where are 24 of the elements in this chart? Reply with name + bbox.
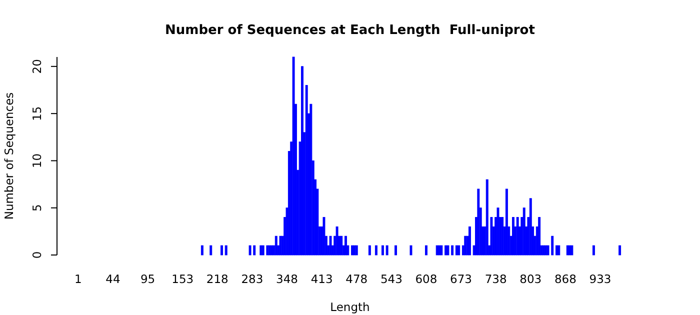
x-tick-label: 478 <box>346 272 368 286</box>
x-tick-label: 738 <box>484 272 507 286</box>
y-tick-label: 20 <box>30 59 44 74</box>
x-tick-label: 803 <box>520 272 542 286</box>
x-tick-label: 283 <box>241 272 264 286</box>
x-tick-label: 868 <box>554 272 576 286</box>
x-tick-label: 95 <box>140 272 156 286</box>
x-tick-label: 153 <box>172 272 194 286</box>
x-tick-label: 348 <box>276 272 298 286</box>
x-tick-label: 44 <box>106 272 120 286</box>
x-tick-label: 933 <box>589 272 612 286</box>
y-axis-title: Number of Sequences <box>2 92 16 220</box>
chart-title: Number of Sequences at Each Length Full-uniprot <box>165 23 535 38</box>
y-tick-label: 15 <box>30 106 44 121</box>
x-tick-label: 218 <box>206 272 228 286</box>
y-tick-label: 0 <box>30 251 44 259</box>
x-tick-label: 1 <box>74 272 82 286</box>
x-tick-label: 608 <box>415 272 438 286</box>
x-tick-label: 413 <box>310 272 333 286</box>
x-axis-title: Length <box>330 300 370 314</box>
y-tick-label: 5 <box>30 204 44 212</box>
x-tick-label: 673 <box>450 272 472 286</box>
y-tick-label: 10 <box>30 153 44 168</box>
x-tick-label: 543 <box>380 272 402 286</box>
